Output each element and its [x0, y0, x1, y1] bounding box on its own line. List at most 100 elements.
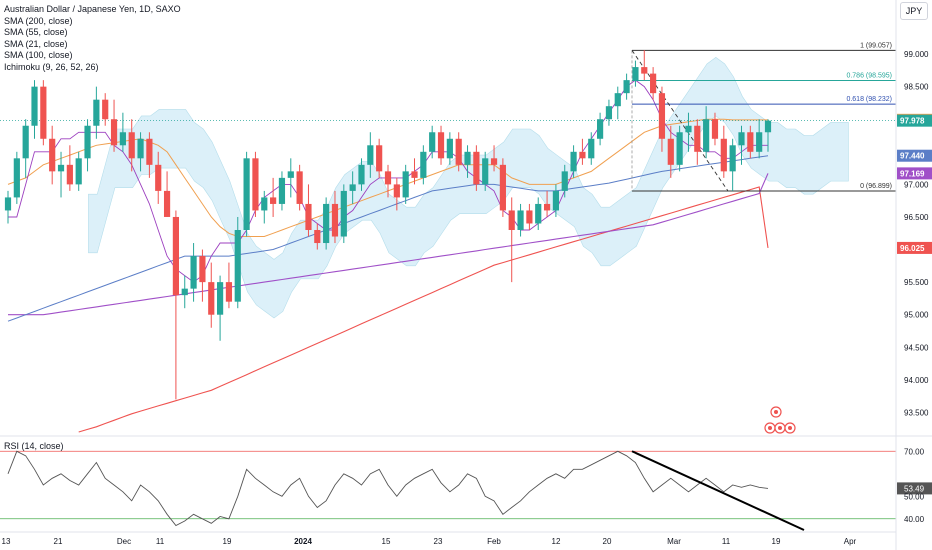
- rsi-tick-label: 50.00: [904, 492, 925, 501]
- y-tick-label: 95.000: [904, 311, 929, 320]
- candle-body: [358, 164, 365, 185]
- candle-body: [393, 184, 400, 198]
- candle-body: [261, 197, 268, 211]
- x-tick-label: 19: [772, 537, 781, 546]
- rsi-tick-label: 53.49: [904, 484, 925, 493]
- candle-body: [384, 171, 392, 185]
- indicator-ichimoku[interactable]: Ichimoku (9, 26, 52, 26): [4, 61, 99, 72]
- x-tick-label: Apr: [844, 537, 857, 546]
- candle-body: [561, 171, 568, 191]
- candle-body: [40, 86, 47, 139]
- candle-body: [676, 132, 683, 165]
- y-tick-label: 99.000: [904, 50, 929, 59]
- sma100-line: [8, 173, 769, 316]
- rsi-value-box: [897, 482, 932, 495]
- fib-level-label: 0 (96.899): [860, 183, 892, 190]
- currency-button[interactable]: JPY: [900, 2, 928, 20]
- candle-body: [199, 256, 206, 283]
- y-tick-label: 98.500: [904, 83, 929, 92]
- indicator-sma200[interactable]: SMA (200, close): [4, 15, 73, 26]
- x-tick-label: 21: [54, 537, 63, 546]
- y-tick-label: 93.500: [904, 408, 929, 417]
- y-tick-label: 94.500: [904, 343, 929, 352]
- x-tick-label: Feb: [487, 537, 501, 546]
- candle-body: [632, 67, 639, 81]
- candle-body: [163, 190, 171, 217]
- candle-body: [738, 132, 745, 146]
- candle-body: [75, 158, 82, 185]
- candle-body: [552, 190, 559, 211]
- y-tick-label: 97.000: [904, 180, 929, 189]
- x-tick-label: 15: [382, 537, 391, 546]
- candle-body: [146, 138, 153, 165]
- candle-body: [694, 125, 701, 152]
- candle-body: [658, 93, 666, 139]
- price-label-text: 96.025: [900, 244, 925, 253]
- ichimoku-cloud: [88, 56, 849, 319]
- x-axis: 13 21 Dec 11 19 2024 15 23 Feb 12 20 Mar 11 19 Apr: [0, 531, 896, 546]
- price-label-box: [897, 149, 932, 162]
- price-label-box: [897, 114, 932, 127]
- rsi-title[interactable]: RSI (14, close): [4, 441, 64, 451]
- candle-body: [102, 99, 109, 120]
- fib-trend-line: [631, 50, 729, 192]
- fib-level-label: 0.618 (98.232): [846, 96, 892, 103]
- main-pane: 1 (99.057) 0.786 (98.595) 0.618 (98.232) 0 …: [0, 42, 932, 437]
- candle-body: [685, 125, 692, 133]
- candle-body: [446, 138, 453, 159]
- candle-body: [473, 151, 480, 185]
- candle-body: [411, 171, 418, 178]
- chart-title[interactable]: Australian Dollar / Japanese Yen, 1D, SA…: [4, 4, 181, 14]
- candle-body: [729, 145, 736, 172]
- candle-body: [720, 138, 727, 172]
- candle-body: [623, 80, 630, 94]
- candle-body: [650, 73, 657, 94]
- candle-body: [490, 158, 498, 165]
- candle-body: [93, 99, 100, 126]
- candle-body: [376, 145, 383, 172]
- indicator-legend: Australian Dollar / Japanese Yen, 1D, SA…: [4, 4, 181, 73]
- rsi-trend-line: [631, 450, 805, 531]
- candle-body: [499, 164, 506, 211]
- indicator-sma21[interactable]: SMA (21, close): [4, 38, 68, 49]
- price-label-text: 97.169: [900, 169, 925, 178]
- candle-body: [13, 158, 20, 198]
- indicator-sma100[interactable]: SMA (100, close): [4, 50, 73, 60]
- candle-body: [287, 171, 294, 178]
- candle-body: [4, 197, 12, 211]
- rsi-pane: [0, 450, 896, 531]
- candle-body: [402, 171, 409, 198]
- indicator-sma55[interactable]: SMA (55, close): [4, 27, 68, 37]
- candle-body: [31, 86, 38, 126]
- x-tick-label: 12: [552, 537, 561, 546]
- candle-body: [597, 119, 604, 139]
- candle-body: [455, 138, 462, 165]
- candle-body: [278, 177, 286, 204]
- candle-body: [181, 288, 188, 296]
- candle-body: [323, 203, 330, 244]
- event-marker-dot: [774, 410, 778, 414]
- candle-body: [128, 132, 135, 159]
- candle-body: [756, 132, 763, 152]
- fib-level-label: 0.786 (98.595): [846, 72, 892, 79]
- rsi-tick-label: 40.00: [904, 515, 925, 524]
- fib-level-label: 1 (99.057): [860, 42, 892, 49]
- price-label-text: 97.978: [900, 117, 925, 126]
- candle-body: [172, 216, 179, 296]
- candle-body: [296, 171, 303, 204]
- candle-body: [243, 158, 250, 230]
- candle-body: [66, 164, 73, 185]
- sma200-line: [78, 186, 769, 433]
- candle-body: [110, 119, 118, 146]
- candle-body: [747, 132, 754, 152]
- candle-body: [508, 210, 515, 230]
- candle-body: [588, 138, 595, 159]
- candle-body: [270, 197, 277, 204]
- candle-body: [340, 190, 347, 237]
- candle-body: [764, 120, 772, 133]
- rsi-tick-label: 70.00: [904, 447, 925, 456]
- candle-body: [349, 184, 356, 191]
- candle-body: [84, 125, 91, 159]
- event-marker-dot: [768, 426, 772, 430]
